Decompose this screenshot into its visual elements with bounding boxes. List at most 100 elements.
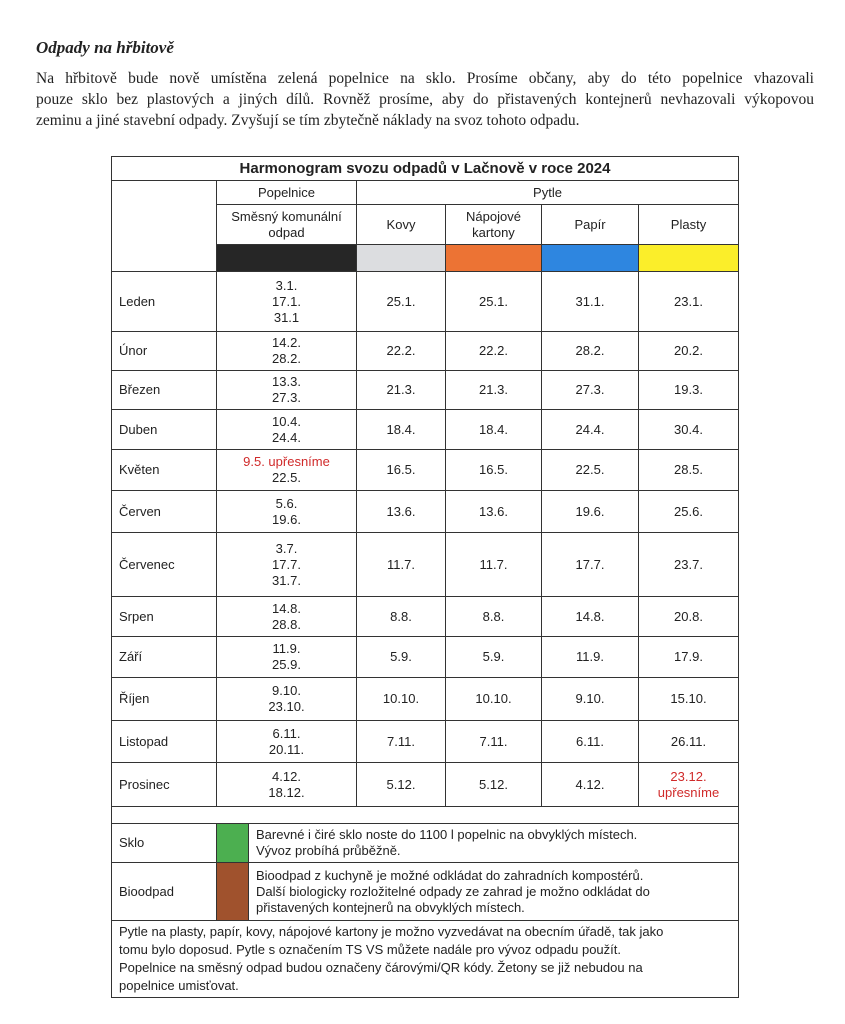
intro-line: Na hřbitově bude nově umístěna zelená po… [36,70,814,87]
month-cell: Listopad [111,720,217,763]
date: 16.5. [479,462,508,477]
date-cell: 21.3. [356,370,446,410]
month-cell: Srpen [111,596,217,637]
date-cell: 11.9. [541,636,639,678]
month-label: Srpen [119,608,154,624]
date-cell: 5.12. [356,762,446,807]
date-cell: 23.12. upřesníme [638,762,739,807]
month-cell: Červenec [111,532,217,597]
date: 18.4. [479,421,508,437]
date: 11.7. [479,556,508,572]
date: 26.11. [670,733,707,749]
month-cell: Březen [111,370,217,410]
date-cell: 22.5. [541,449,639,491]
date: 31.1 [273,309,300,325]
date-cell: 11.7. [445,532,542,597]
date-cell: 17.9. [638,636,739,678]
date-cell: 9.10. 23.10. [216,677,357,721]
group-label: Popelnice [257,184,316,200]
date: 28.2. [272,351,301,366]
date: 3.1. [275,277,298,293]
color-swatch [445,244,542,272]
date-cell: 13.6. [445,490,542,533]
date-cell: 22.2. [445,331,542,371]
color-swatch [356,244,446,272]
date-cell: 25.1. [356,271,446,332]
column-label: Plasty [670,216,707,232]
date-cell: 9.5. upřesníme 22.5. [216,449,357,491]
date-cell: 3.1. 17.1. 31.1 [216,271,357,332]
date-cell: 18.4. [445,409,542,450]
date: 25.1. [386,293,416,309]
date-cell: 7.11. [445,720,542,763]
note-line: přistavených kontejnerů na obvyklých mís… [256,899,525,915]
date-cell: 25.1. [445,271,542,332]
date: 9.5. upřesníme [243,454,330,469]
month-label: Září [119,649,143,664]
note-text-cell: Bioodpad z kuchyně je možné odkládat do … [248,862,739,921]
blank-row [111,806,739,824]
month-cell: Květen [111,449,217,491]
date: 22.5. [575,462,605,477]
title-cell: Harmonogram svozu odpadů v Lačnově v roc… [111,156,739,181]
date: 5.9. [482,649,505,664]
date: 30.4. [674,421,703,437]
date-cell: 25.6. [638,490,739,533]
date-cell: 28.5. [638,449,739,491]
date: 18.4. [386,421,416,437]
date: 20.11. [268,741,305,757]
footer-line: popelnice umisťovat. [119,978,239,993]
date-cell: 20.2. [638,331,739,371]
date: 19.3. [674,382,703,397]
note-label-cell: Bioodpad [111,862,217,921]
date-cell: 4.12. [541,762,639,807]
group-cell: Popelnice [216,180,357,205]
date-cell: 27.3. [541,370,639,410]
date-cell: 15.10. [638,677,739,721]
month-cell: Leden [111,271,217,332]
date-cell: 6.11. [541,720,639,763]
date: upřesníme [657,784,720,800]
date-cell: 11.7. [356,532,446,597]
date: 5.9. [390,649,412,664]
date: 25.9. [272,657,301,672]
date-cell: 24.4. [541,409,639,450]
column-header: Směsný komunální odpad [216,204,357,245]
intro-line: pouze sklo bez plastových a jiných dílů.… [36,91,814,108]
date-cell: 3.7. 17.7. 31.7. [216,532,357,597]
date: 16.5. [386,462,416,477]
group-label: Pytle [533,184,562,200]
month-label: Duben [119,421,158,437]
date: 5.12. [386,776,416,792]
month-cell: Únor [111,331,217,371]
date: 19.6. [575,503,605,519]
date: 14.8. [575,608,605,624]
date-cell: 8.8. [356,596,446,637]
date: 11.9. [576,649,604,664]
column-label: Kovy [386,216,416,232]
date: 9.10. [575,691,605,706]
date: 11.9. [272,641,301,656]
date-cell: 30.4. [638,409,739,450]
date-cell: 10.10. [445,677,542,721]
color-swatch [216,244,357,272]
date: 23.1. [674,293,703,309]
date-cell: 19.3. [638,370,739,410]
note-text-cell: Barevné i čiré sklo noste do 1100 l pope… [248,823,739,863]
month-cell: Prosinec [111,762,217,807]
date: 11.7. [387,556,415,572]
date-cell: 10.4. 24.4. [216,409,357,450]
date: 25.1. [479,293,508,309]
column-label: Směsný komunální odpad [231,208,342,240]
month-label: Červen [119,503,161,519]
date-cell: 13.3. 27.3. [216,370,357,410]
date: 20.2. [674,343,703,358]
date-cell: 17.7. [541,532,639,597]
date: 31.1. [575,293,605,309]
date: 18.12. [268,784,305,800]
date: 3.7. [275,540,298,556]
note-swatch [216,862,249,921]
date: 13.6. [479,503,508,519]
date-cell: 14.8. 28.8. [216,596,357,637]
date-cell: 5.6. 19.6. [216,490,357,533]
